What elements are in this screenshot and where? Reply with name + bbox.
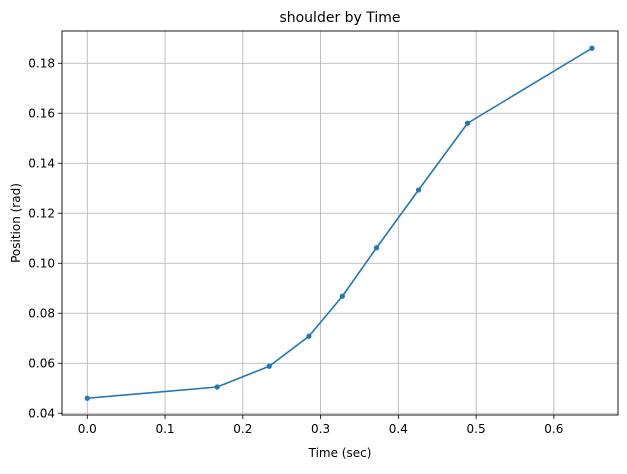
y-tick-label: 0.14 [28,156,55,170]
x-tick-label: 0.2 [233,422,252,436]
data-point [339,293,345,299]
y-tick-label: 0.16 [28,106,55,120]
data-point [214,384,220,390]
y-tick-label: 0.10 [28,256,55,270]
y-axis: 0.04 0.06 0.08 0.10 0.12 0.14 0.16 0.18 [28,56,62,420]
x-axis: 0.0 0.1 0.2 0.3 0.4 0.5 0.6 [78,415,563,436]
y-tick-label: 0.06 [28,356,55,370]
data-point [589,45,595,51]
x-tick-label: 0.4 [389,422,408,436]
y-axis-label: Position (rad) [9,183,23,263]
data-point [84,395,90,401]
data-point [464,120,471,126]
x-tick-label: 0.6 [544,422,563,436]
grid-lines [62,31,618,415]
plot-frame [61,30,619,416]
y-tick-label: 0.08 [28,306,55,320]
data-point [373,245,380,251]
data-point [415,187,422,193]
x-tick-label: 0.3 [311,422,330,436]
series-layer [84,45,595,401]
chart-title: shoulder by Time [279,10,400,26]
x-axis-label: Time (sec) [308,446,372,460]
y-tick-label: 0.04 [28,406,55,420]
y-tick-label: 0.12 [28,206,55,220]
plot-area [62,31,618,415]
x-tick-label: 0.1 [155,422,174,436]
data-point [266,363,272,369]
y-tick-label: 0.18 [28,56,55,70]
data-point [306,333,312,339]
x-tick-label: 0.0 [78,422,97,436]
x-tick-label: 0.5 [467,422,486,436]
